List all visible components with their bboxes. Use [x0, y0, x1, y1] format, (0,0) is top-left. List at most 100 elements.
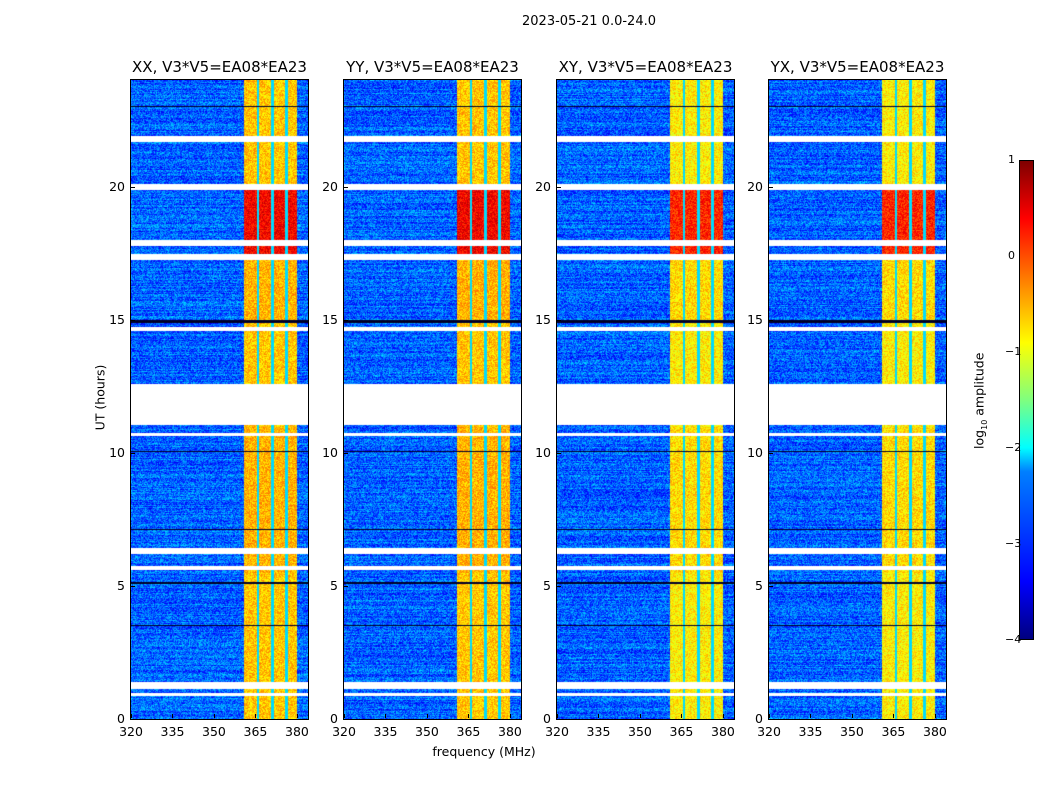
x-tick-mark	[810, 714, 812, 718]
x-tick-label: 335	[586, 724, 611, 739]
y-tick-label: 5	[543, 577, 551, 593]
x-tick-mark	[131, 714, 132, 718]
y-tick-mark	[769, 186, 773, 188]
colorbar-tick-label: −2	[1005, 441, 1022, 454]
x-tick-mark	[934, 714, 936, 718]
colorbar-tick-label: 1	[1008, 153, 1015, 166]
colorbar	[1019, 160, 1034, 640]
x-tick-label: 335	[798, 724, 823, 739]
x-tick-mark	[681, 714, 683, 718]
x-tick-label: 350	[415, 724, 439, 739]
y-axis-label: UT (hours)	[92, 364, 108, 431]
y-tick-label: 5	[330, 577, 338, 593]
colorbar-label: log10 amplitude	[971, 352, 989, 449]
y-tick-label: 10	[322, 444, 338, 460]
x-tick-label: 365	[243, 724, 268, 739]
x-tick-label: 320	[332, 724, 356, 739]
x-tick-label: 320	[119, 724, 143, 739]
axes-frame	[343, 79, 522, 720]
y-tick-mark	[557, 452, 561, 454]
y-tick-mark	[769, 585, 773, 587]
x-tick-label: 380	[923, 724, 947, 739]
colorbar-tick-label: −3	[1005, 537, 1022, 550]
x-tick-mark	[639, 714, 641, 718]
y-tick-label: 15	[109, 311, 125, 327]
x-tick-mark	[893, 714, 895, 718]
y-tick-label: 20	[747, 178, 763, 194]
y-tick-label: 10	[535, 444, 551, 460]
figure-title: 2023-05-21 0.0-24.0	[522, 14, 656, 29]
x-tick-mark	[172, 714, 174, 718]
y-tick-label: 15	[535, 311, 551, 327]
y-tick-label: 0	[117, 711, 125, 726]
x-tick-mark	[557, 714, 558, 718]
y-tick-mark	[769, 452, 773, 454]
y-tick-mark	[344, 186, 348, 188]
panel-title: YY, V3*V5=EA08*EA23	[346, 58, 519, 76]
y-tick-label: 10	[747, 444, 763, 460]
x-tick-mark	[344, 714, 345, 718]
x-tick-mark	[509, 714, 511, 718]
y-tick-mark	[557, 719, 561, 720]
x-tick-label: 320	[757, 724, 781, 739]
y-tick-label: 0	[755, 711, 763, 726]
x-tick-mark	[598, 714, 600, 718]
x-axis-label: frequency (MHz)	[432, 744, 536, 759]
x-tick-mark	[468, 714, 470, 718]
x-tick-label: 365	[669, 724, 694, 739]
x-tick-mark	[213, 714, 215, 718]
x-tick-label: 335	[373, 724, 398, 739]
y-tick-label: 20	[109, 178, 125, 194]
y-tick-label: 20	[535, 178, 551, 194]
x-tick-label: 350	[202, 724, 226, 739]
axes-frame	[768, 79, 947, 720]
heatmap-image	[344, 80, 521, 719]
y-tick-label: 15	[322, 311, 338, 327]
x-tick-label: 380	[498, 724, 522, 739]
y-tick-label: 5	[755, 577, 763, 593]
y-tick-label: 0	[543, 711, 551, 726]
y-tick-mark	[344, 585, 348, 587]
x-tick-label: 320	[545, 724, 569, 739]
y-tick-mark	[131, 319, 135, 321]
axes-frame	[130, 79, 309, 720]
colorbar-tick-label: −1	[1005, 345, 1022, 358]
y-tick-mark	[344, 319, 348, 321]
x-tick-label: 365	[456, 724, 481, 739]
y-tick-mark	[557, 186, 561, 188]
spectrogram-panel-1: XX, V3*V5=EA08*EA23 320 335 350 365 380 0 5 10 15…	[109, 58, 309, 739]
y-tick-mark	[344, 719, 348, 720]
y-tick-mark	[557, 319, 561, 321]
y-tick-mark	[344, 452, 348, 454]
panel-title: YX, V3*V5=EA08*EA23	[770, 58, 945, 76]
y-tick-label: 0	[330, 711, 338, 726]
x-tick-label: 380	[285, 724, 309, 739]
heatmap-image	[557, 80, 734, 719]
spectrogram-panel-3: XY, V3*V5=EA08*EA23 320 335 350 365 380 0 5 10 15…	[535, 58, 735, 739]
x-tick-mark	[851, 714, 853, 718]
y-tick-mark	[131, 452, 135, 454]
x-tick-label: 380	[711, 724, 735, 739]
x-tick-label: 365	[881, 724, 906, 739]
x-tick-mark	[769, 714, 770, 718]
y-tick-mark	[557, 585, 561, 587]
y-tick-label: 5	[117, 577, 125, 593]
colorbar-tick-label: 0	[1008, 249, 1015, 262]
y-tick-label: 10	[109, 444, 125, 460]
spectrogram-panel-2: YY, V3*V5=EA08*EA23 320 335 350 365 380 0 5 10 15…	[322, 58, 522, 739]
y-tick-label: 20	[322, 178, 338, 194]
axes-frame	[556, 79, 735, 720]
y-tick-mark	[131, 585, 135, 587]
y-tick-mark	[131, 719, 135, 720]
x-tick-mark	[255, 714, 257, 718]
y-tick-mark	[769, 319, 773, 321]
x-tick-label: 350	[628, 724, 652, 739]
x-tick-mark	[426, 714, 428, 718]
x-tick-mark	[722, 714, 724, 718]
x-tick-label: 350	[840, 724, 864, 739]
x-tick-mark	[385, 714, 387, 718]
y-tick-mark	[131, 186, 135, 188]
panel-title: XY, V3*V5=EA08*EA23	[558, 58, 733, 76]
heatmap-image	[131, 80, 308, 719]
